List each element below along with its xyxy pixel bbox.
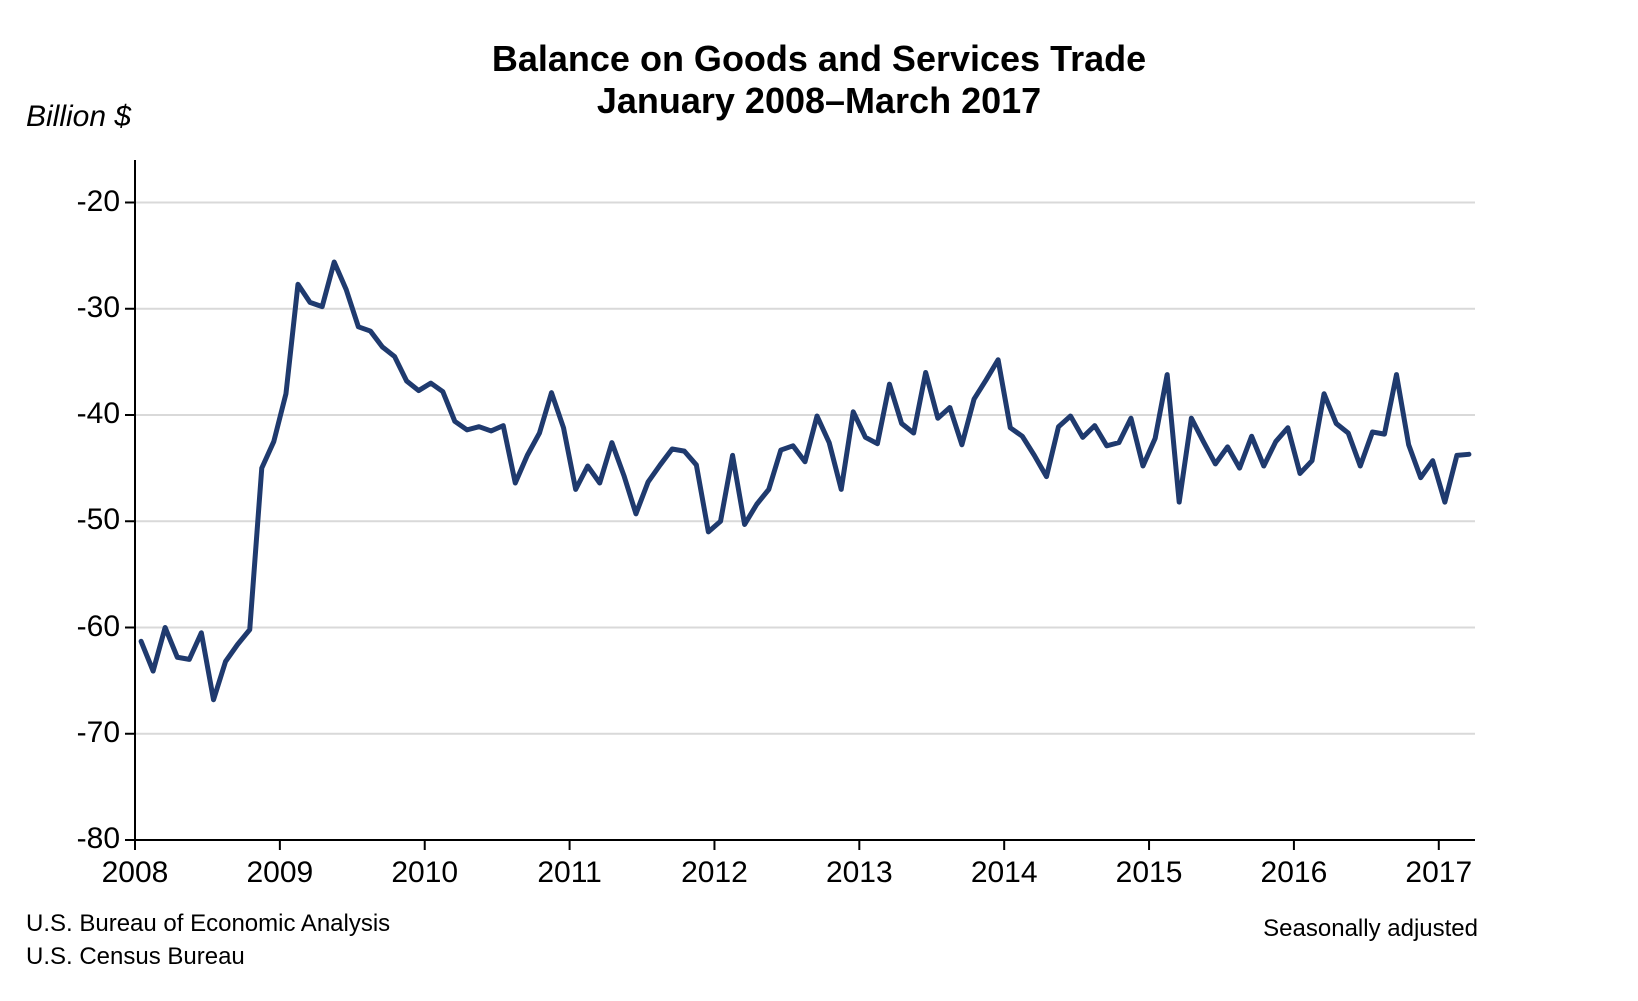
- y-tick-label: -50: [30, 503, 120, 537]
- footer-note: Seasonally adjusted: [1263, 915, 1478, 943]
- x-tick-label: 2010: [391, 856, 458, 890]
- y-tick-label: -70: [30, 716, 120, 750]
- y-tick-label: -30: [30, 291, 120, 325]
- y-tick-label: -40: [30, 397, 120, 431]
- x-tick-label: 2009: [246, 856, 313, 890]
- x-tick-label: 2008: [102, 856, 169, 890]
- footer-source-line1: U.S. Bureau of Economic Analysis: [26, 908, 390, 940]
- x-tick-label: 2014: [971, 856, 1038, 890]
- chart-svg: [0, 0, 1638, 1001]
- footer-source: U.S. Bureau of Economic Analysis U.S. Ce…: [26, 908, 390, 973]
- y-tick-label: -60: [30, 610, 120, 644]
- x-tick-label: 2011: [537, 856, 602, 890]
- x-tick-label: 2013: [826, 856, 893, 890]
- x-tick-label: 2017: [1405, 856, 1472, 890]
- chart-container: Balance on Goods and Services Trade Janu…: [0, 0, 1638, 1001]
- footer-source-line2: U.S. Census Bureau: [26, 941, 390, 973]
- x-tick-label: 2012: [681, 856, 748, 890]
- y-tick-label: -20: [30, 185, 120, 219]
- x-tick-label: 2016: [1261, 856, 1328, 890]
- x-tick-label: 2015: [1116, 856, 1183, 890]
- y-tick-label: -80: [30, 822, 120, 856]
